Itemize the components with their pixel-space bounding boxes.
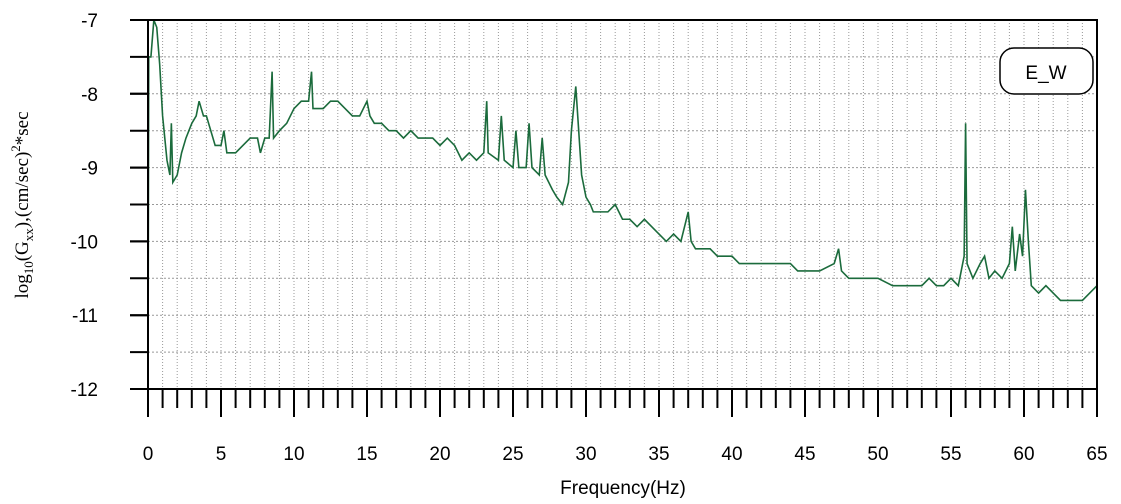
y-tick-label: -11 [72,306,98,327]
x-tick-label: 35 [648,444,669,465]
y-tick-label: -12 [71,380,98,401]
x-tick-label: 15 [356,444,377,465]
plot-frame [147,19,1098,390]
x-tick-label: 50 [867,444,888,465]
x-tick-label: 5 [216,444,227,465]
x-tick-label: 10 [283,444,304,465]
x-tick-label: 0 [143,444,154,465]
legend-label: E_W [1025,63,1066,84]
legend-box [999,47,1094,95]
y-axis-label: log10(Gxx),(cm/sec)2*sec [8,111,36,298]
y-tick-label: -8 [81,85,98,106]
x-axis-label: Frequency(Hz) [560,478,686,499]
y-tick-label: -10 [71,232,98,253]
x-tick-label: 20 [429,444,450,465]
y-label-part: 10 [21,261,36,274]
x-tick-label: 30 [575,444,596,465]
y-label-part: 2 [8,145,23,152]
x-tick-label: 55 [940,444,961,465]
y-label-part: ),(cm/sec) [12,152,33,228]
y-label-part: *sec [12,111,33,145]
data-line [147,19,1098,390]
x-tick-label: 25 [502,444,523,465]
x-tick-label: 65 [1086,444,1107,465]
y-label-part: xx [21,228,36,242]
y-tick-label: -7 [81,11,98,32]
y-label-part: (G [12,241,33,261]
y-label-part: log [12,274,33,299]
x-tick-label: 45 [794,444,815,465]
x-tick-label: 60 [1013,444,1034,465]
y-tick-label: -9 [81,159,98,180]
x-tick-label: 40 [721,444,742,465]
